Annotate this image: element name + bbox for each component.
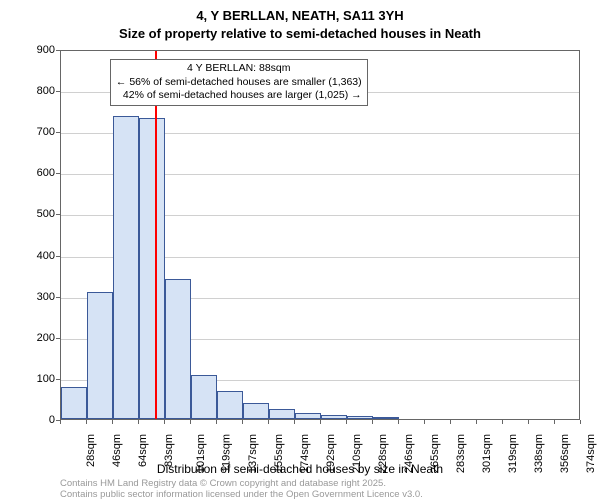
chart-title-line1: 4, Y BERLLAN, NEATH, SA11 3YH bbox=[0, 8, 600, 23]
histogram-bar bbox=[61, 387, 87, 419]
chart-container: 4, Y BERLLAN, NEATH, SA11 3YH Size of pr… bbox=[0, 0, 600, 500]
annotation-box: 4 Y BERLLAN: 88sqm ← 56% of semi-detache… bbox=[110, 59, 368, 106]
footer-line1: Contains HM Land Registry data © Crown c… bbox=[60, 478, 386, 489]
annotation-line2: ← 56% of semi-detached houses are smalle… bbox=[116, 76, 362, 90]
annotation-line3: 42% of semi-detached houses are larger (… bbox=[116, 89, 362, 103]
histogram-bar bbox=[295, 413, 321, 419]
ytick-label: 300 bbox=[37, 291, 55, 303]
ytick-label: 800 bbox=[37, 85, 55, 97]
ytick-label: 600 bbox=[37, 167, 55, 179]
histogram-bar bbox=[217, 391, 243, 419]
histogram-bar bbox=[269, 409, 295, 419]
histogram-bar bbox=[113, 116, 139, 419]
plot-area: 4 Y BERLLAN: 88sqm ← 56% of semi-detache… bbox=[60, 50, 580, 420]
histogram-bar bbox=[347, 416, 373, 419]
ytick-label: 200 bbox=[37, 332, 55, 344]
ytick-label: 0 bbox=[49, 414, 55, 426]
ytick-label: 900 bbox=[37, 44, 55, 56]
chart-title-line2: Size of property relative to semi-detach… bbox=[0, 26, 600, 41]
annotation-line1: 4 Y BERLLAN: 88sqm bbox=[116, 62, 362, 76]
marker-line-element bbox=[155, 51, 157, 419]
histogram-bar bbox=[165, 279, 191, 419]
ytick-label: 400 bbox=[37, 250, 55, 262]
ytick-label: 700 bbox=[37, 126, 55, 138]
histogram-bar bbox=[191, 375, 217, 419]
histogram-bar bbox=[87, 292, 113, 419]
ytick-label: 500 bbox=[37, 208, 55, 220]
ytick-label: 100 bbox=[37, 373, 55, 385]
footer-line2: Contains public sector information licen… bbox=[60, 489, 423, 500]
histogram-bar bbox=[243, 403, 269, 419]
histogram-bar bbox=[139, 118, 165, 419]
x-axis-label: Distribution of semi-detached houses by … bbox=[0, 462, 600, 476]
histogram-bar bbox=[321, 415, 347, 419]
histogram-bar bbox=[373, 417, 399, 419]
